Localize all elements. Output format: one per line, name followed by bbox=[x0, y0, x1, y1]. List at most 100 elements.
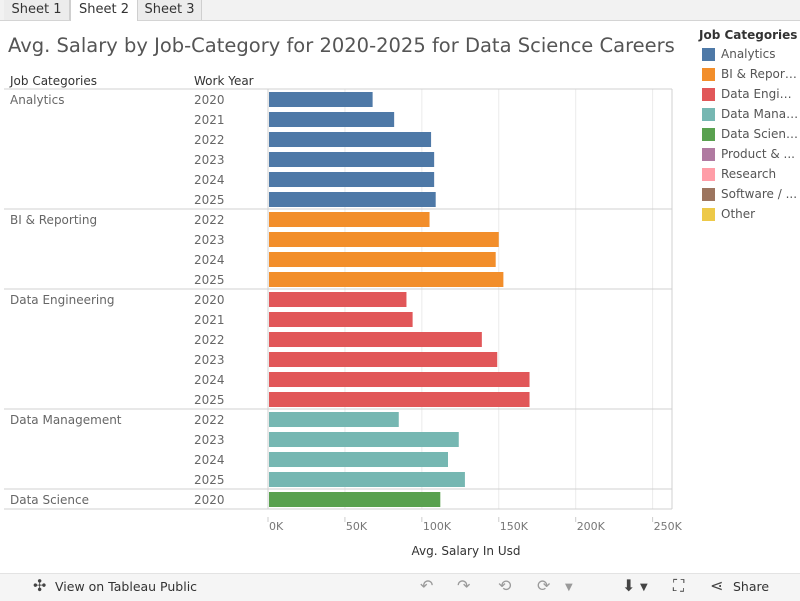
legend-item[interactable]: Data Science bbox=[702, 127, 800, 143]
year-label: 2025 bbox=[194, 273, 225, 287]
year-label: 2023 bbox=[194, 353, 225, 367]
bar bbox=[269, 352, 498, 367]
tab-sheet-2[interactable]: Sheet 2 bbox=[70, 0, 138, 21]
header-work-year: Work Year bbox=[194, 74, 254, 88]
bar bbox=[269, 472, 465, 487]
year-label: 2022 bbox=[194, 213, 225, 227]
bar bbox=[269, 212, 430, 227]
legend-item[interactable]: Data Engineering bbox=[702, 87, 800, 103]
legend-swatch bbox=[702, 168, 715, 181]
fullscreen-icon[interactable]: ⛶ bbox=[673, 576, 685, 595]
x-tick-label: 0K bbox=[269, 520, 284, 533]
category-label: BI & Reporting bbox=[10, 213, 97, 227]
x-tick-label: 200K bbox=[577, 520, 606, 533]
year-label: 2021 bbox=[194, 113, 225, 127]
legend-item[interactable]: Research bbox=[702, 167, 800, 183]
legend-swatch bbox=[702, 148, 715, 161]
legend-swatch bbox=[702, 68, 715, 81]
bar bbox=[269, 192, 436, 207]
download-icon[interactable]: ⬇ bbox=[622, 576, 636, 595]
legend-label: Data Science bbox=[721, 127, 799, 141]
legend-label: Other bbox=[721, 207, 756, 221]
bar bbox=[269, 112, 395, 127]
year-label: 2022 bbox=[194, 333, 225, 347]
year-label: 2023 bbox=[194, 153, 225, 167]
tableau-toolbar: ✣ View on Tableau Public ↶ ↷ ⟲ ⟳ ▼ ⬇ ▼ ⛶… bbox=[0, 573, 800, 601]
legend-item[interactable]: Analytics bbox=[702, 47, 800, 63]
year-label: 2024 bbox=[194, 173, 225, 187]
tableau-logo-icon: ✣ bbox=[33, 576, 47, 595]
chevron-down-icon[interactable]: ▼ bbox=[565, 582, 573, 593]
year-label: 2020 bbox=[194, 493, 225, 507]
x-axis-title: Avg. Salary In Usd bbox=[412, 544, 521, 558]
year-label: 2021 bbox=[194, 313, 225, 327]
revert-icon[interactable]: ⟲ bbox=[498, 576, 512, 595]
category-label: Data Engineering bbox=[10, 293, 114, 307]
year-label: 2025 bbox=[194, 193, 225, 207]
share-button[interactable]: Share bbox=[733, 579, 770, 594]
bar bbox=[269, 292, 407, 307]
bar bbox=[269, 252, 496, 267]
download-chevron-icon[interactable]: ▼ bbox=[640, 582, 648, 593]
year-label: 2023 bbox=[194, 233, 225, 247]
bar bbox=[269, 412, 399, 427]
year-label: 2023 bbox=[194, 433, 225, 447]
tab-sheet-1[interactable]: Sheet 1 bbox=[4, 0, 70, 20]
legend-swatch bbox=[702, 88, 715, 101]
legend-swatch bbox=[702, 188, 715, 201]
legend-swatch bbox=[702, 48, 715, 61]
bar bbox=[269, 452, 448, 467]
header-job-categories: Job Categories bbox=[9, 74, 97, 88]
year-label: 2025 bbox=[194, 473, 225, 487]
year-label: 2020 bbox=[194, 293, 225, 307]
bar bbox=[269, 372, 530, 387]
bar bbox=[269, 272, 504, 287]
bar bbox=[269, 232, 499, 247]
legend-label: BI & Reporting bbox=[721, 67, 799, 81]
bar bbox=[269, 432, 459, 447]
share-icon[interactable]: ⋖ bbox=[710, 576, 724, 595]
x-tick-label: 50K bbox=[346, 520, 368, 533]
bar bbox=[269, 492, 441, 507]
year-label: 2020 bbox=[194, 93, 225, 107]
legend-item[interactable]: BI & Reporting bbox=[702, 67, 800, 83]
chart-title: Avg. Salary by Job-Category for 2020-202… bbox=[8, 34, 675, 57]
legend-label: Analytics bbox=[721, 47, 776, 61]
bar bbox=[269, 332, 482, 347]
x-tick-label: 250K bbox=[654, 520, 683, 533]
legend-label: Product & ... bbox=[721, 147, 795, 161]
legend-item[interactable]: Data Management bbox=[702, 107, 800, 123]
legend-label: Data Management bbox=[721, 107, 799, 121]
tab-sheet-3[interactable]: Sheet 3 bbox=[138, 0, 202, 20]
legend-item[interactable]: Other bbox=[702, 207, 800, 223]
bar bbox=[269, 132, 432, 147]
legend-item[interactable]: Product & ... bbox=[702, 147, 800, 163]
year-label: 2025 bbox=[194, 393, 225, 407]
undo-icon[interactable]: ↶ bbox=[420, 576, 434, 595]
bar bbox=[269, 172, 435, 187]
legend-item[interactable]: Software / ... bbox=[702, 187, 800, 203]
legend-swatch bbox=[702, 128, 715, 141]
view-on-tableau-public-link[interactable]: View on Tableau Public bbox=[55, 579, 198, 594]
legend-label: Research bbox=[721, 167, 777, 181]
year-label: 2024 bbox=[194, 373, 225, 387]
refresh-icon[interactable]: ⟳ bbox=[537, 576, 551, 595]
sheet-tabs: Sheet 1 Sheet 2 Sheet 3 bbox=[0, 0, 800, 21]
legend-label: Data Engineering bbox=[721, 87, 799, 101]
year-label: 2022 bbox=[194, 413, 225, 427]
legend-title: Job Categories bbox=[699, 28, 798, 42]
year-label: 2024 bbox=[194, 453, 225, 467]
redo-icon[interactable]: ↷ bbox=[457, 576, 471, 595]
category-label: Data Management bbox=[10, 413, 122, 427]
year-label: 2022 bbox=[194, 133, 225, 147]
year-label: 2024 bbox=[194, 253, 225, 267]
bar bbox=[269, 392, 530, 407]
legend-swatch bbox=[702, 108, 715, 121]
category-label: Analytics bbox=[10, 93, 65, 107]
x-tick-label: 150K bbox=[500, 520, 529, 533]
bar bbox=[269, 92, 373, 107]
x-tick-label: 100K bbox=[423, 520, 452, 533]
legend-swatch bbox=[702, 208, 715, 221]
legend-label: Software / ... bbox=[721, 187, 798, 201]
